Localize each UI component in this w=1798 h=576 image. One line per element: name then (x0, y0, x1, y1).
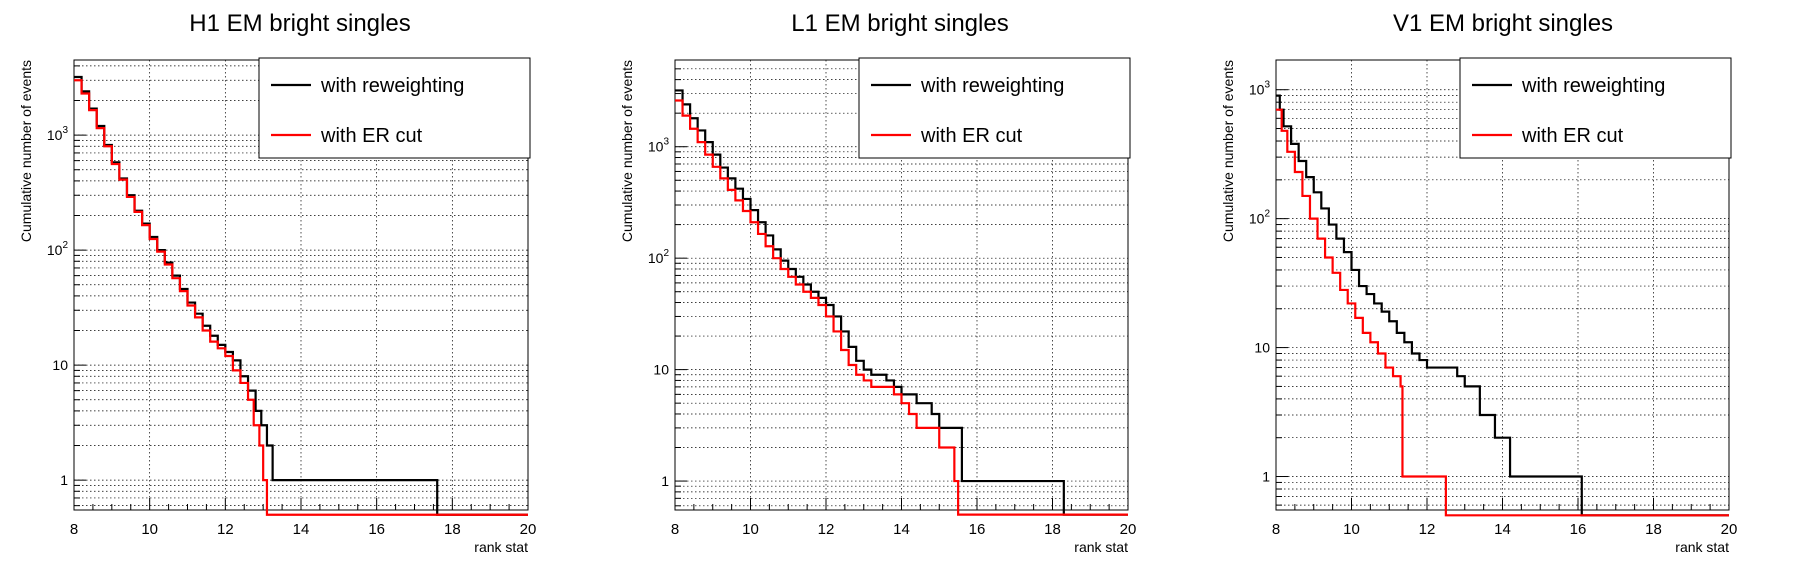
x-axis-label: rank stat (474, 539, 528, 555)
x-tick-label: 10 (742, 521, 759, 538)
series-line-reweighting (1276, 94, 1729, 517)
chart-panel-2: 8 10 12 14 16 18 20 1 10 102 103 L1 EM bright singl… (619, 10, 1136, 555)
legend-label: with reweighting (920, 75, 1064, 97)
y-axis-label: Cumulative number of events (18, 60, 34, 242)
x-tick-label: 14 (293, 521, 310, 538)
x-tick-label: 10 (1343, 521, 1360, 538)
chart-title: L1 EM bright singles (791, 10, 1008, 37)
x-tick-label: 12 (818, 521, 835, 538)
y-axis-label: Cumulative number of events (1220, 60, 1236, 242)
chart-panel-1: 8 10 12 14 16 18 20 1 10 102 103 H1 EM bright singl… (18, 10, 536, 555)
x-tick-label: 20 (520, 521, 537, 538)
x-tick-label: 18 (444, 521, 461, 538)
series-line-er-cut (675, 99, 1128, 516)
x-tick-label: 8 (70, 521, 78, 538)
x-tick-label: 8 (1272, 521, 1280, 538)
y-tick-label: 103 (648, 137, 670, 155)
x-tick-label: 14 (1494, 521, 1511, 538)
x-tick-label: 10 (141, 521, 158, 538)
y-tick-label: 102 (47, 240, 69, 258)
y-tick-label: 103 (1249, 80, 1271, 98)
y-axis-label: Cumulative number of events (619, 60, 635, 242)
x-tick-label: 20 (1721, 521, 1738, 538)
x-tick-label: 18 (1645, 521, 1662, 538)
chart-title: V1 EM bright singles (1393, 10, 1613, 37)
legend-label: with ER cut (1521, 125, 1624, 147)
x-tick-label: 12 (1419, 521, 1436, 538)
legend-label: with reweighting (1521, 75, 1665, 97)
legend: with reweighting with ER cut (258, 57, 531, 159)
legend-box (1459, 57, 1732, 159)
grid (74, 60, 528, 510)
y-tick-label: 1 (1262, 469, 1270, 485)
y-tick-label: 1 (661, 473, 669, 489)
x-axis-label: rank stat (1074, 539, 1128, 555)
x-tick-label: 8 (671, 521, 679, 538)
x-tick-label: 14 (893, 521, 910, 538)
y-tick-label: 102 (648, 248, 670, 266)
x-tick-label: 16 (1570, 521, 1587, 538)
x-axis-label: rank stat (1675, 539, 1729, 555)
series-line-er-cut (1276, 108, 1729, 517)
legend: with reweighting with ER cut (1459, 57, 1732, 159)
x-tick-label: 16 (368, 521, 385, 538)
y-tick-label: 10 (653, 362, 669, 378)
x-tick-label: 16 (969, 521, 986, 538)
legend-label: with reweighting (320, 75, 464, 97)
legend-label: with ER cut (920, 125, 1023, 147)
legend-box (858, 57, 1131, 159)
series-line-er-cut (74, 79, 528, 516)
chart-panel-3: 8 10 12 14 16 18 20 1 10 102 103 V1 EM bright singl… (1220, 10, 1737, 555)
y-tick-label: 1 (60, 472, 68, 488)
legend-label: with ER cut (320, 125, 423, 147)
legend: with reweighting with ER cut (858, 57, 1131, 159)
x-tick-label: 12 (217, 521, 234, 538)
y-tick-label: 102 (1249, 209, 1271, 227)
series-line-reweighting (675, 89, 1128, 516)
chart-title: H1 EM bright singles (189, 10, 410, 37)
y-tick-label: 103 (47, 125, 69, 143)
x-tick-label: 20 (1120, 521, 1137, 538)
y-tick-label: 10 (1254, 340, 1270, 356)
legend-box (258, 57, 531, 159)
y-tick-label: 10 (52, 357, 68, 373)
x-tick-label: 18 (1044, 521, 1061, 538)
